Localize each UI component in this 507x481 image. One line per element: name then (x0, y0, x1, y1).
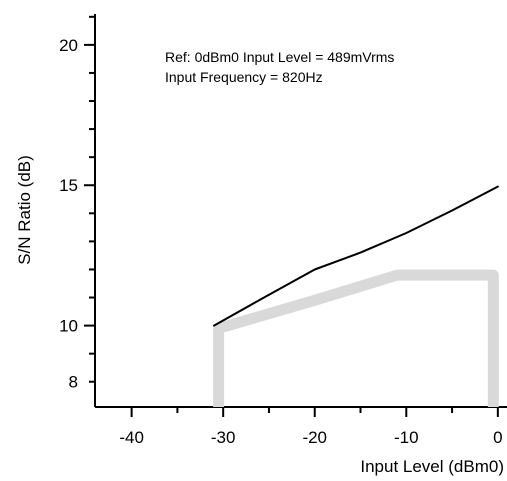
x-tick-label: -30 (211, 428, 236, 447)
annotation-line-1: Ref: 0dBm0 Input Level = 489mVrms (165, 49, 394, 65)
y-tick-label: 10 (59, 317, 78, 336)
axes: 8 10 15 20 -40 -30 -20 -10 0 (59, 14, 507, 447)
snr-line (213, 185, 499, 327)
limit-line (213, 269, 499, 407)
y-axis-label: S/N Ratio (dB) (15, 155, 34, 265)
series-layer (213, 185, 499, 407)
annotation-line-2: Input Frequency = 820Hz (165, 69, 323, 85)
x-axis-label: Input Level (dBm0) (360, 457, 504, 476)
x-tick-label: -20 (302, 428, 327, 447)
y-tick-label: 8 (69, 373, 78, 392)
x-tick-label: 0 (493, 428, 502, 447)
y-tick-label: 20 (59, 36, 78, 55)
y-tick-label: 15 (59, 176, 78, 195)
x-tick-label: -10 (394, 428, 419, 447)
x-tick-label: -40 (119, 428, 144, 447)
